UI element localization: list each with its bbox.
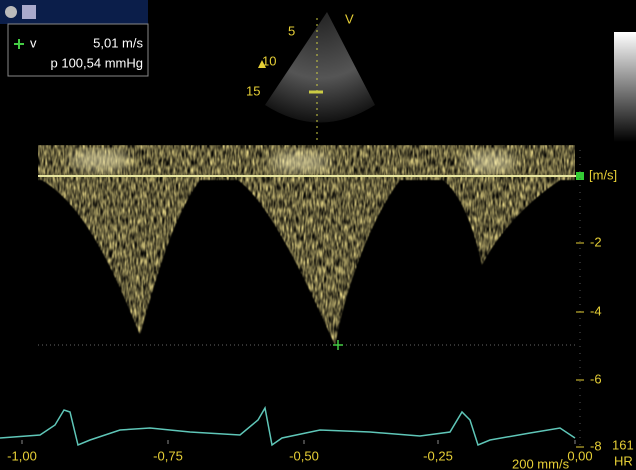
time-label: 0,00	[567, 448, 592, 463]
fan	[265, 12, 375, 123]
time-label: -1,00	[7, 448, 37, 463]
time-label: -0,75	[153, 448, 183, 463]
glow	[270, 152, 330, 172]
time-ticks	[22, 440, 575, 444]
depth-label: 5	[288, 23, 295, 38]
depth-label: 15	[246, 83, 260, 98]
velocity-label: v	[30, 35, 37, 50]
scale-label: -2	[590, 234, 602, 249]
heart-rate-label: HR	[614, 453, 633, 468]
sweep-speed: 200 mm/s	[512, 456, 570, 470]
sector-label: V	[345, 11, 354, 26]
icon	[22, 5, 36, 19]
time-label: -0,25	[423, 448, 453, 463]
heart-rate-value: 161	[612, 437, 634, 452]
measurement-box: v 5,01 m/s p 100,54 mmHg	[0, 0, 148, 76]
scale-label: -4	[590, 303, 602, 318]
scale-label: -6	[590, 371, 602, 386]
doppler-spectrum: [m/s] -2 -4 -6 -8	[38, 145, 617, 453]
spectrum-envelope	[235, 178, 400, 345]
icon	[5, 6, 17, 18]
pressure-value: p 100,54 mmHg	[51, 55, 144, 70]
spectrum-envelope	[440, 178, 560, 265]
gray-bar	[614, 32, 636, 142]
unit-label: [m/s]	[589, 167, 617, 182]
spectrum-envelope	[38, 178, 200, 335]
time-label: -0,50	[289, 448, 319, 463]
velocity-value: 5,01 m/s	[93, 35, 143, 50]
glow	[465, 152, 515, 172]
sector-image: V 5 10 15	[246, 11, 375, 140]
depth-label: 10	[262, 53, 276, 68]
ultrasound-screen: v 5,01 m/s p 100,54 mmHg V 5 10 15	[0, 0, 636, 470]
glow	[70, 150, 130, 170]
ecg-trace	[0, 408, 575, 445]
